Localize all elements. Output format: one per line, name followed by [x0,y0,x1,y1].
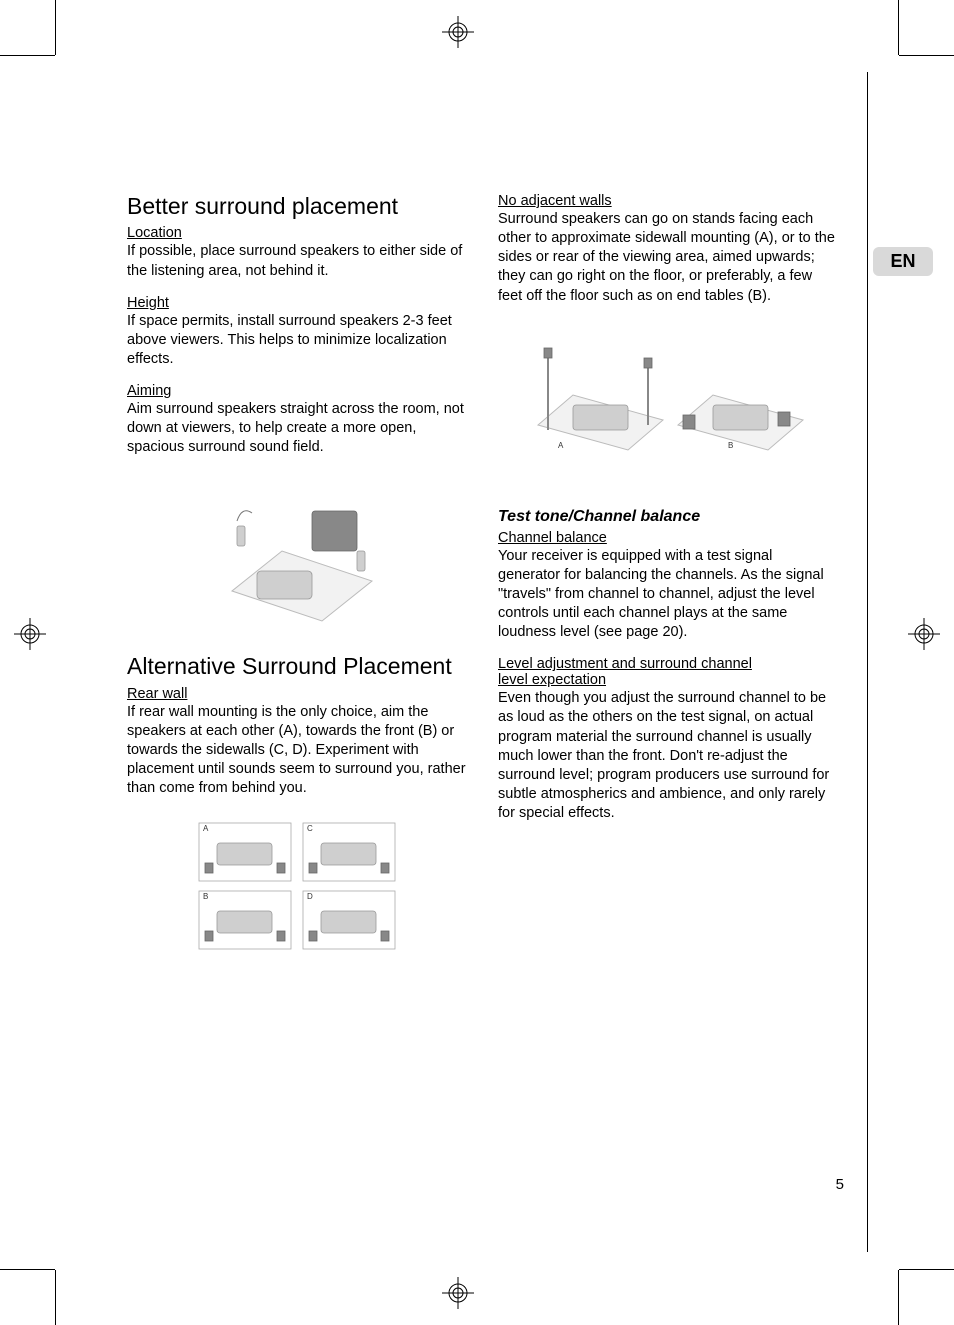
heading-test-tone: Test tone/Channel balance [498,508,837,526]
noadj-block: No adjacent walls Surround speakers can … [498,193,837,306]
crop-mark [0,1269,55,1270]
location-block: Location If possible, place surround spe… [127,225,466,280]
language-tab: EN [873,247,933,276]
chanbal-block: Channel balance Your receiver is equippe… [498,530,837,643]
registration-mark [442,1277,474,1309]
aiming-label: Aiming [127,383,466,399]
crop-mark [898,1270,899,1325]
aiming-diagram [127,471,466,631]
crop-mark [899,1269,954,1270]
svg-text:C: C [307,824,313,833]
svg-text:B: B [728,441,733,450]
height-block: Height If space permits, install surroun… [127,295,466,369]
chanbal-label: Channel balance [498,530,837,546]
left-column: Better surround placement Location If po… [127,193,466,985]
level-block: Level adjustment and surround channel le… [498,656,837,823]
svg-text:D: D [307,892,313,901]
svg-text:A: A [203,824,209,833]
heading-alternative: Alternative Surround Placement [127,653,466,679]
aiming-block: Aiming Aim surround speakers straight ac… [127,383,466,457]
chanbal-text: Your receiver is equipped with a test si… [498,547,837,643]
rearwall-text: If rear wall mounting is the only choice… [127,703,466,799]
registration-mark [14,618,46,650]
rearwall-diagram: A C B [127,813,466,963]
registration-mark [442,16,474,48]
aiming-text: Aim surround speakers straight across th… [127,400,466,457]
location-label: Location [127,225,466,241]
crop-mark [0,55,55,56]
rearwall-block: Rear wall If rear wall mounting is the o… [127,686,466,799]
noadj-diagram: A B [498,320,837,460]
height-text: If space permits, install surround speak… [127,312,466,369]
height-label: Height [127,295,466,311]
location-text: If possible, place surround speakers to … [127,242,466,280]
svg-text:B: B [203,892,208,901]
level-label-line1: Level adjustment and surround channel [498,656,837,672]
svg-text:A: A [558,441,564,450]
crop-mark [898,0,899,55]
crop-mark [55,1270,56,1325]
registration-mark [908,618,940,650]
page-content: Better surround placement Location If po… [127,193,837,985]
level-text: Even though you adjust the surround chan… [498,689,837,823]
page-number: 5 [836,1176,844,1193]
rearwall-label: Rear wall [127,686,466,702]
level-label-line2: level expectation [498,672,837,688]
noadj-label: No adjacent walls [498,193,837,209]
noadj-text: Surround speakers can go on stands facin… [498,210,837,306]
right-column: No adjacent walls Surround speakers can … [498,193,837,985]
crop-mark [899,55,954,56]
heading-better-surround: Better surround placement [127,193,466,219]
crop-mark [55,0,56,55]
bleed-line [867,72,868,1252]
